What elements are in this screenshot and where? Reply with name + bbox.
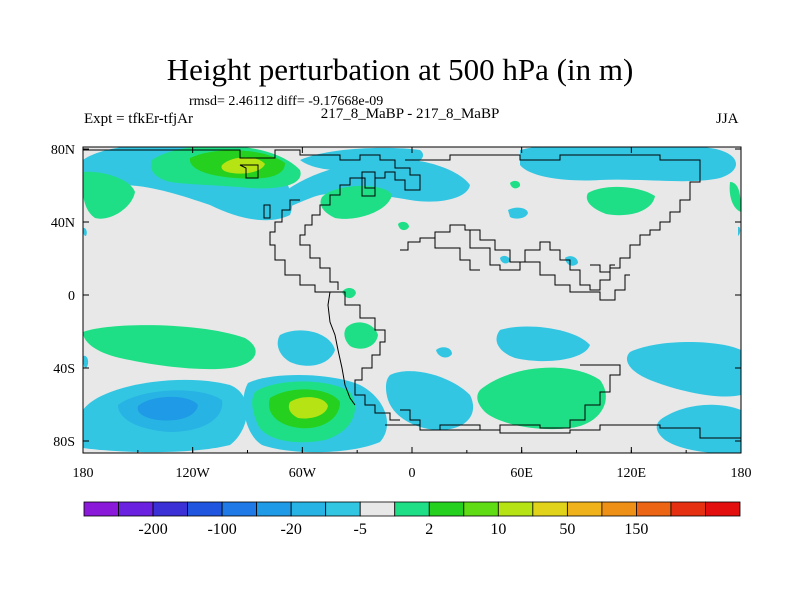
season-label: JJA xyxy=(716,111,739,127)
coastline-asia-inner xyxy=(465,229,630,301)
colorbar-swatch xyxy=(670,501,706,517)
contour-cyan xyxy=(500,255,510,264)
colorbar-swatch xyxy=(566,501,603,517)
stats-label: rmsd= 2.46112 diff= -9.17668e-09 xyxy=(189,94,384,109)
colorbar-swatch xyxy=(394,501,430,517)
contour-cyan xyxy=(508,207,528,219)
coastline-alaska xyxy=(239,164,259,179)
contour-fills xyxy=(83,147,741,453)
x-tick-label: 180 xyxy=(731,466,752,481)
y-tick-label: 40S xyxy=(53,362,75,377)
colorbar-swatch xyxy=(705,501,741,517)
y-tick-label: 40N xyxy=(51,216,75,231)
map-area xyxy=(83,147,741,453)
contour-cyan xyxy=(738,226,741,236)
colorbar-swatch xyxy=(359,501,396,517)
colorbar-swatch xyxy=(463,501,499,517)
colorbar: -200 -100 -20 -5 2 10 50 150 xyxy=(83,501,741,538)
contour-cyan xyxy=(83,355,89,368)
colorbar-swatch xyxy=(497,501,534,517)
colorbar-label: 2 xyxy=(425,521,433,538)
contour-lime xyxy=(288,397,328,419)
coastline-north-america-west xyxy=(269,199,330,293)
contour-green xyxy=(344,322,378,349)
contour-cyan xyxy=(626,342,741,397)
colorbar-swatch xyxy=(256,501,292,517)
colorbar-label: 150 xyxy=(624,521,648,538)
contour-cyan xyxy=(265,159,470,212)
x-tick-label: 120W xyxy=(176,466,211,481)
x-tick-label: 60E xyxy=(510,466,533,481)
colorbar-label: -20 xyxy=(280,521,301,538)
contour-cyan xyxy=(83,227,87,236)
coastline-arabia xyxy=(434,232,480,271)
contour-green xyxy=(83,171,135,219)
contour-cyan xyxy=(496,326,590,362)
axes: 180 120W 60W 0 60E 120E 180 80N 40N 0 40S 80S xyxy=(51,143,752,481)
contour-cyan xyxy=(300,147,424,171)
coastline-india xyxy=(590,264,615,273)
colorbar-swatch xyxy=(325,501,361,517)
contour-green xyxy=(477,367,606,430)
y-tick-label: 0 xyxy=(68,289,75,304)
x-tick-label: 60W xyxy=(289,466,317,481)
colorbar-swatch xyxy=(636,501,672,517)
chart-title: Height perturbation at 500 hPa (in m) xyxy=(166,52,634,87)
colorbar-swatch xyxy=(83,501,119,517)
colorbar-swatch xyxy=(221,501,258,517)
coastline-antarctica xyxy=(385,424,741,439)
coastline-south-america xyxy=(330,291,400,421)
colorbar-label: -100 xyxy=(207,521,236,538)
colorbar-swatch xyxy=(290,501,327,517)
y-tick-label: 80S xyxy=(53,435,75,450)
contour-green xyxy=(398,221,409,231)
x-tick-label: 120E xyxy=(617,466,647,481)
colorbar-swatch xyxy=(428,501,465,517)
contour-cyan xyxy=(520,147,736,182)
x-tick-label: 0 xyxy=(409,466,416,481)
colorbar-label: -5 xyxy=(354,521,367,538)
contour-cyan xyxy=(385,371,474,430)
contour-cyan xyxy=(137,396,198,421)
coastline-island xyxy=(263,204,271,219)
experiment-label: Expt = tfkEr-tfjAr xyxy=(84,111,193,127)
colorbar-swatch xyxy=(118,501,154,517)
colorbar-label: -200 xyxy=(138,521,167,538)
contour-cyan xyxy=(565,256,578,266)
contour-cyan xyxy=(656,404,741,453)
coastline-south-america-west xyxy=(327,291,356,406)
coastlines xyxy=(83,149,741,439)
contour-green xyxy=(729,182,741,212)
contour-cyan xyxy=(277,330,335,366)
colorbar-label: 10 xyxy=(490,521,506,538)
contour-green xyxy=(586,186,655,216)
contour-cyan xyxy=(436,347,452,358)
colorbar-swatch xyxy=(187,501,223,517)
x-tick-label: 180 xyxy=(73,466,94,481)
colorbar-swatch xyxy=(532,501,568,517)
contour-green xyxy=(83,325,256,370)
colorbar-label: 50 xyxy=(559,521,575,538)
contour-green xyxy=(510,180,521,189)
y-tick-label: 80N xyxy=(51,143,75,158)
coastline-greenland xyxy=(361,171,376,197)
colorbar-swatch xyxy=(601,501,637,517)
colorbar-swatch xyxy=(152,501,188,517)
case-label: 217_8_MaBP - 217_8_MaBP xyxy=(320,106,500,122)
contour-green xyxy=(320,185,392,219)
